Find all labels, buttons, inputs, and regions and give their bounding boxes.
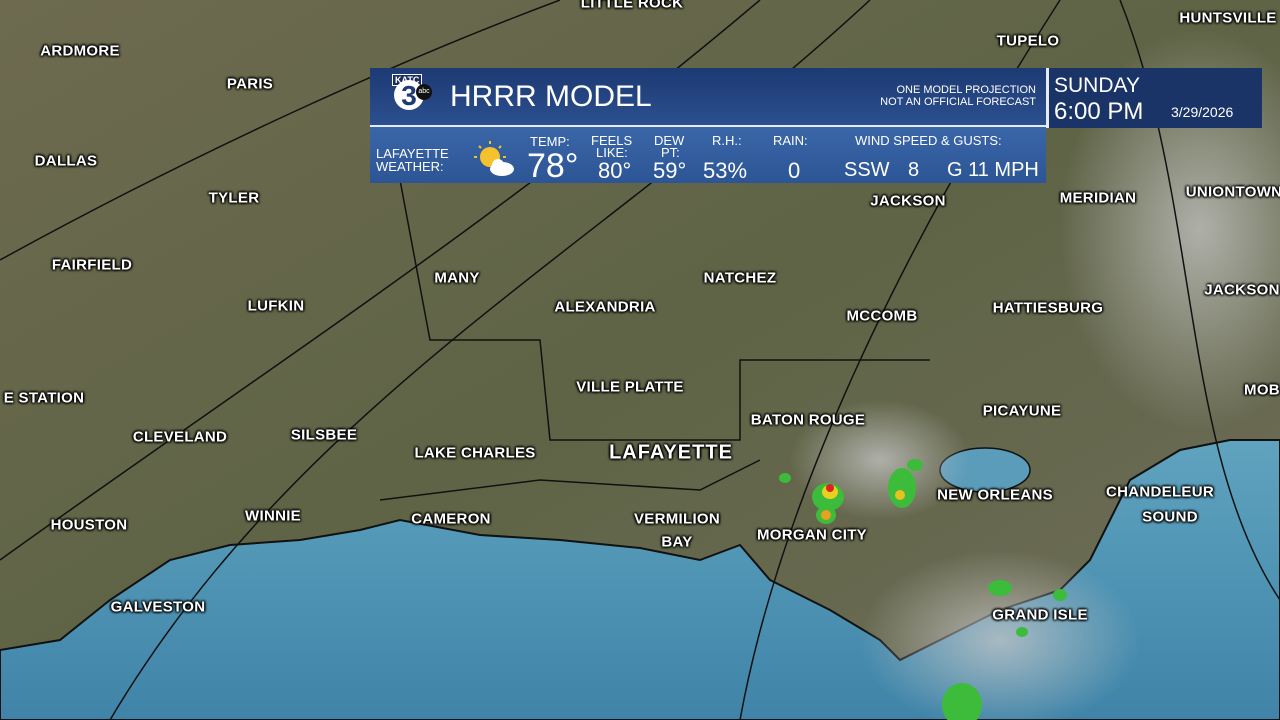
rain-value: 0: [788, 158, 801, 183]
city-label: LAKE CHARLES: [414, 444, 536, 462]
wind-speed: 8: [908, 159, 920, 181]
location-label: WEATHER:: [376, 159, 444, 174]
disclaimer: NOT AN OFFICIAL FORECAST: [880, 96, 1036, 108]
panel-conditions: LAFAYETTE WEATHER: TEMP: 78° FEELS LIKE:…: [370, 125, 1046, 185]
city-label: HOUSTON: [50, 516, 128, 534]
wind-gusts: G 11 MPH: [947, 159, 1039, 181]
wind-direction: SSW: [844, 159, 890, 181]
temp-value: 78°: [527, 147, 579, 185]
city-label: JACKSON: [1204, 281, 1280, 299]
city-label: FAIRFIELD: [51, 256, 133, 274]
feels-like-label: FEELS: [591, 133, 633, 148]
city-label: UNIONTOWN: [1185, 183, 1280, 201]
disclaimer: ONE MODEL PROJECTION: [896, 84, 1036, 96]
city-label: CAMERON: [411, 510, 491, 528]
humidity-value: 53%: [703, 158, 748, 183]
humidity-label: R.H.:: [712, 133, 742, 148]
forecast-time: 6:00 PM: [1054, 98, 1144, 125]
dew-point-label: DEW: [654, 133, 685, 148]
city-label: VILLE PLATTE: [576, 378, 684, 396]
city-label: PICAYUNE: [982, 402, 1062, 420]
city-label: HUNTSVILLE: [1179, 9, 1277, 27]
dew-point-value: 59°: [653, 158, 687, 183]
city-label: VERMILION: [633, 510, 721, 528]
radar: [779, 459, 1067, 720]
city-label: LITTLE ROCK: [580, 0, 684, 12]
rain-label: RAIN:: [773, 133, 808, 148]
city-label: BAY: [661, 533, 693, 551]
city-label: PARIS: [226, 75, 274, 93]
city-label: LUFKIN: [247, 297, 305, 315]
panel-header: KATC 3 abc HRRR MODEL ONE MODEL PROJECTI…: [370, 68, 1046, 125]
city-label: ALEXANDRIA: [554, 298, 656, 316]
city-label: NEW ORLEANS: [937, 486, 1053, 504]
city-label: GALVESTON: [110, 598, 206, 616]
city-label: MANY: [434, 269, 480, 287]
city-label: WINNIE: [245, 507, 301, 525]
weather-icon: [474, 141, 514, 176]
city-label: TYLER: [208, 189, 260, 207]
panel-title: HRRR MODEL: [450, 80, 652, 113]
city-label: ARDMORE: [40, 42, 120, 60]
forecast-day: SUNDAY: [1054, 74, 1140, 97]
city-label: CHANDELEUR: [1106, 483, 1214, 501]
city-label: BATON ROUGE: [750, 411, 866, 429]
city-label: SILSBEE: [290, 426, 358, 444]
city-label: JACKSON: [870, 192, 946, 210]
location-label: LAFAYETTE: [376, 146, 449, 161]
time-panel: SUNDAY 6:00 PM 3/29/2026: [1046, 68, 1262, 128]
city-label: MORGAN CITY: [757, 526, 867, 544]
city-label: NATCHEZ: [703, 269, 777, 287]
city-label: HATTIESBURG: [992, 299, 1104, 317]
forecast-date: 3/29/2026: [1171, 104, 1234, 120]
city-label: GRAND ISLE: [992, 606, 1088, 624]
city-label: DALLAS: [34, 152, 98, 170]
city-label: SOUND: [1142, 508, 1198, 526]
feels-like-value: 80°: [598, 158, 632, 183]
feels-like-label: LIKE:: [596, 145, 628, 160]
temp-label: TEMP:: [530, 134, 570, 149]
city-label: MOB: [1244, 381, 1280, 399]
city-label: TUPELO: [996, 32, 1060, 50]
city-label: MERIDIAN: [1059, 189, 1137, 207]
logo-network: abc: [416, 84, 432, 100]
city-label: MCCOMB: [846, 307, 918, 325]
city-label: CLEVELAND: [132, 428, 228, 446]
wind-label: WIND SPEED & GUSTS:: [855, 133, 1002, 148]
forecast-panel: KATC 3 abc HRRR MODEL ONE MODEL PROJECTI…: [370, 68, 1046, 185]
city-label: E STATION: [3, 389, 85, 407]
dew-point-label: PT:: [661, 145, 680, 160]
city-label: LAFAYETTE: [609, 441, 733, 464]
